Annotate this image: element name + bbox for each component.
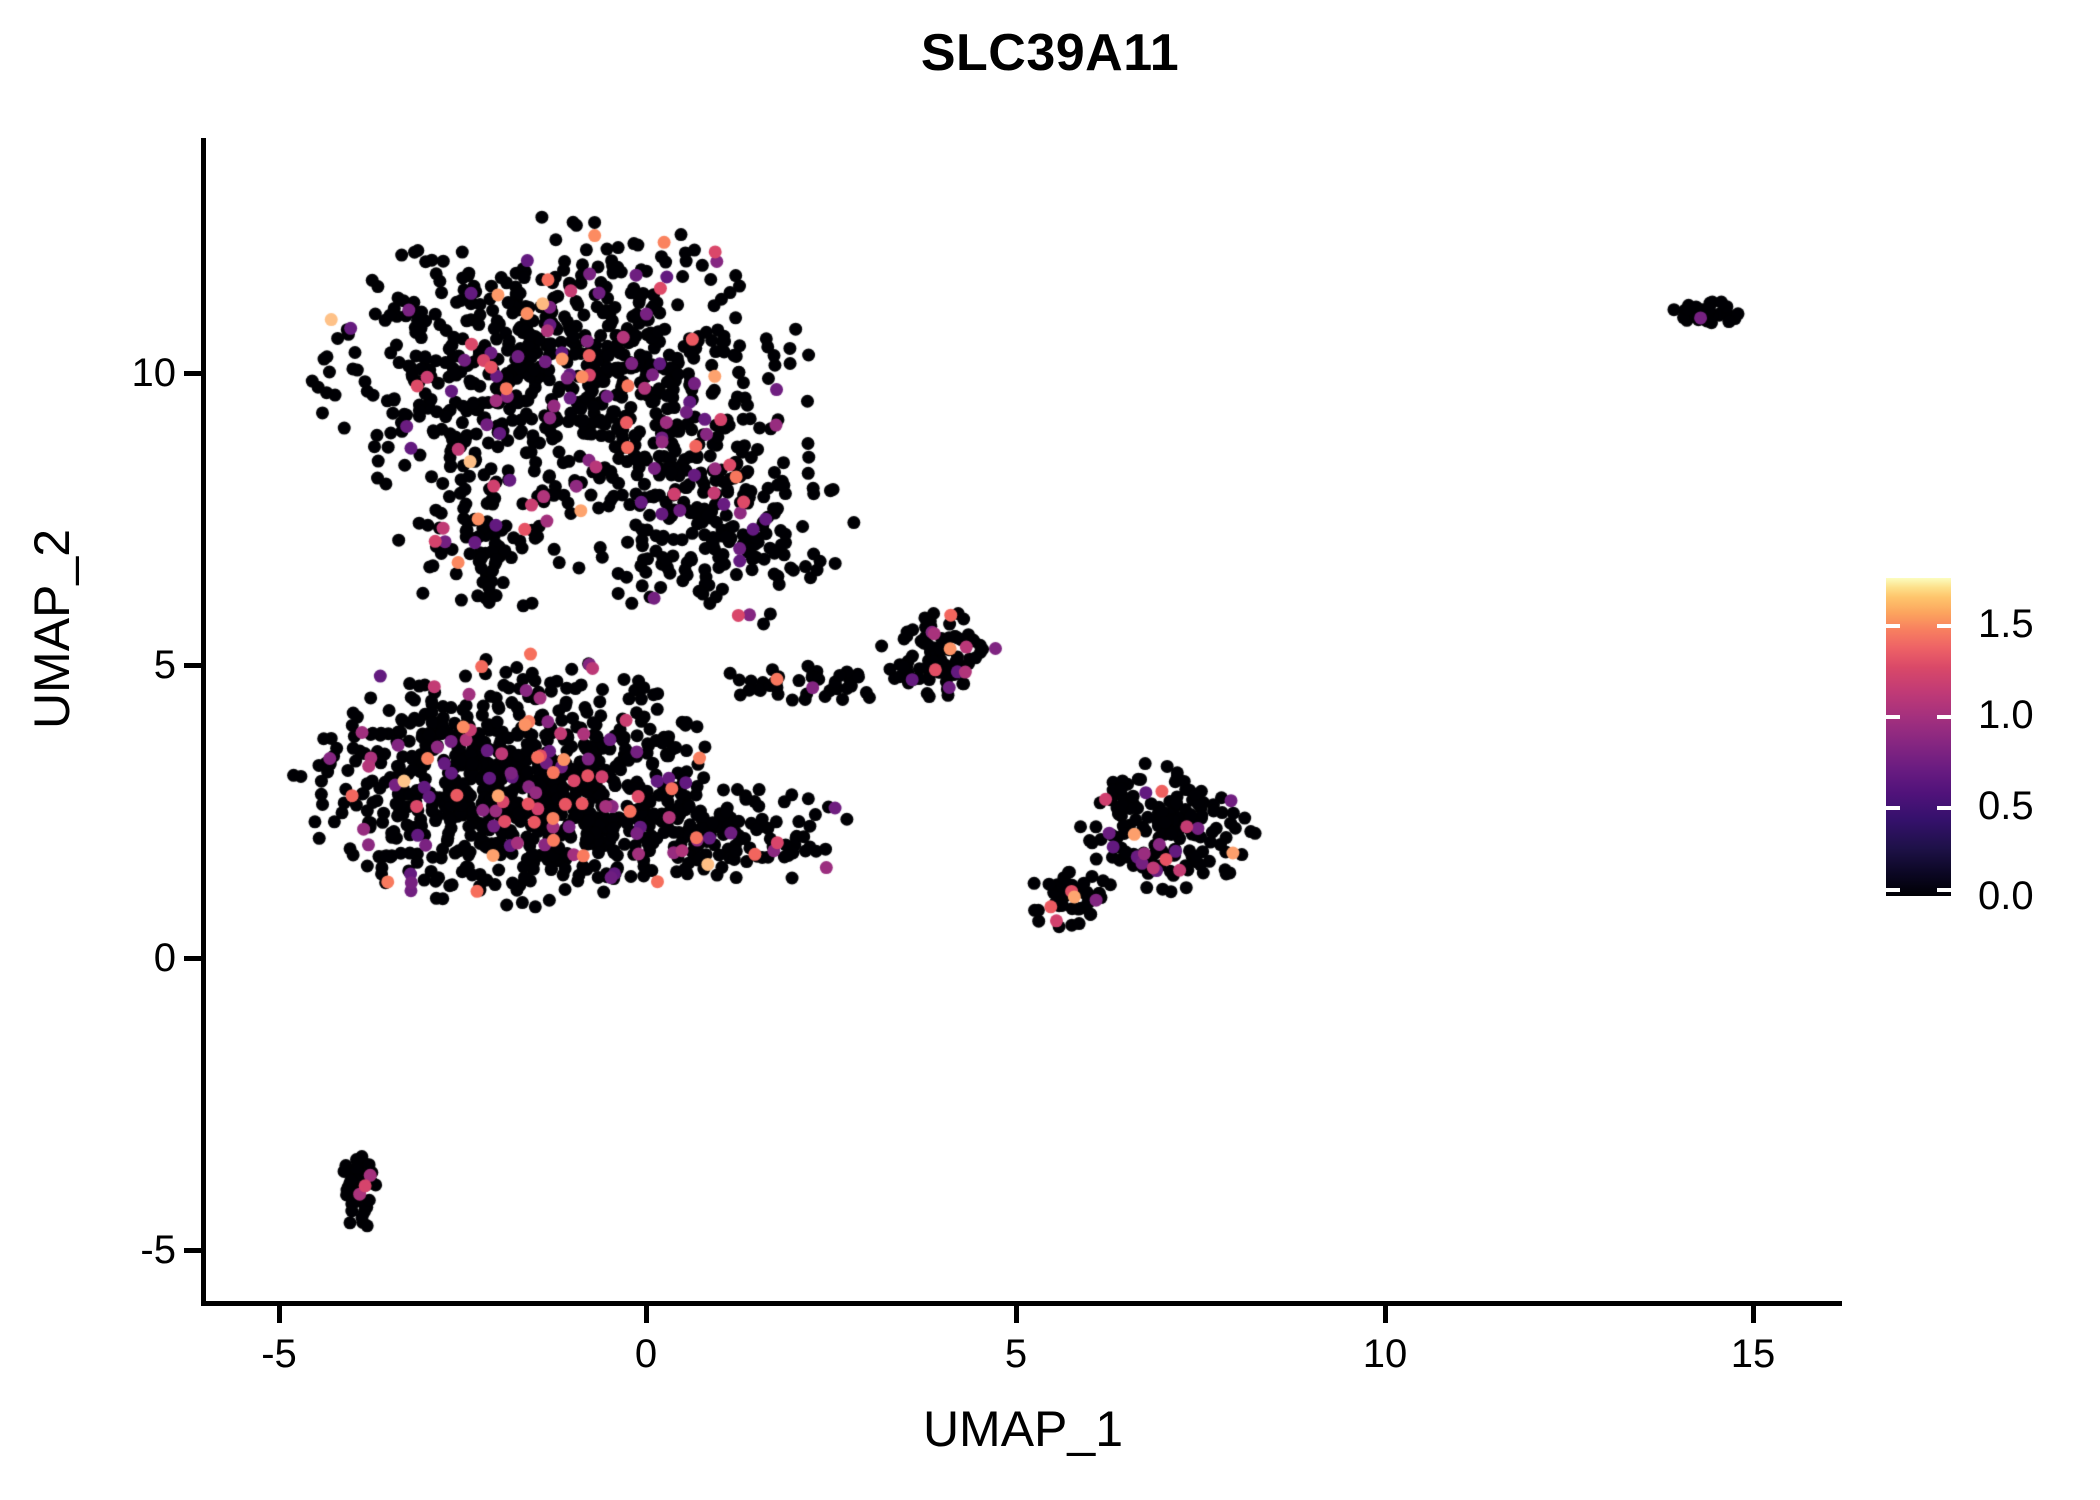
y-tick-mark	[184, 1248, 201, 1253]
x-tick-label: -5	[261, 1332, 297, 1376]
x-tick-mark	[1383, 1306, 1388, 1323]
colorbar-tick-mark	[1886, 715, 1900, 719]
y-axis-line	[201, 138, 206, 1306]
x-axis-title: UMAP_1	[922, 1401, 1124, 1457]
y-tick-label: -5	[140, 1228, 176, 1272]
colorbar-tick-mark	[1886, 806, 1900, 810]
y-tick-mark	[184, 956, 201, 961]
x-tick-label: 15	[1730, 1332, 1776, 1376]
colorbar-tick-label: 0.5	[1978, 784, 2034, 828]
colorbar-legend: 1.5 1.0 0.5 0.0	[1886, 578, 2086, 916]
colorbar-tick-mark	[1886, 888, 1900, 892]
x-axis-line	[201, 1301, 1842, 1306]
x-tick-label: 0	[634, 1332, 658, 1376]
y-tick-label: 5	[153, 643, 176, 687]
x-tick-mark	[1014, 1306, 1019, 1323]
colorbar-tick-mark	[1937, 624, 1951, 628]
x-tick-mark	[644, 1306, 649, 1323]
y-tick-mark	[184, 371, 201, 376]
colorbar-tick-mark	[1937, 715, 1951, 719]
x-tick-mark	[277, 1306, 282, 1323]
y-tick-label: 10	[131, 351, 177, 395]
colorbar-tick-label: 1.0	[1978, 693, 2034, 737]
colorbar-gradient	[1886, 578, 1951, 896]
colorbar-tick-mark	[1886, 624, 1900, 628]
y-axis-title: UMAP_2	[24, 528, 80, 730]
y-tick-label: 0	[153, 936, 176, 980]
colorbar-tick-mark	[1937, 806, 1951, 810]
x-tick-label: 5	[1004, 1332, 1028, 1376]
colorbar-tick-mark	[1937, 888, 1951, 892]
colorbar-tick-label: 0.0	[1978, 874, 2034, 918]
x-tick-mark	[1751, 1306, 1756, 1323]
x-tick-label: 10	[1362, 1332, 1408, 1376]
colorbar-tick-label: 1.5	[1978, 602, 2034, 646]
y-tick-mark	[184, 663, 201, 668]
